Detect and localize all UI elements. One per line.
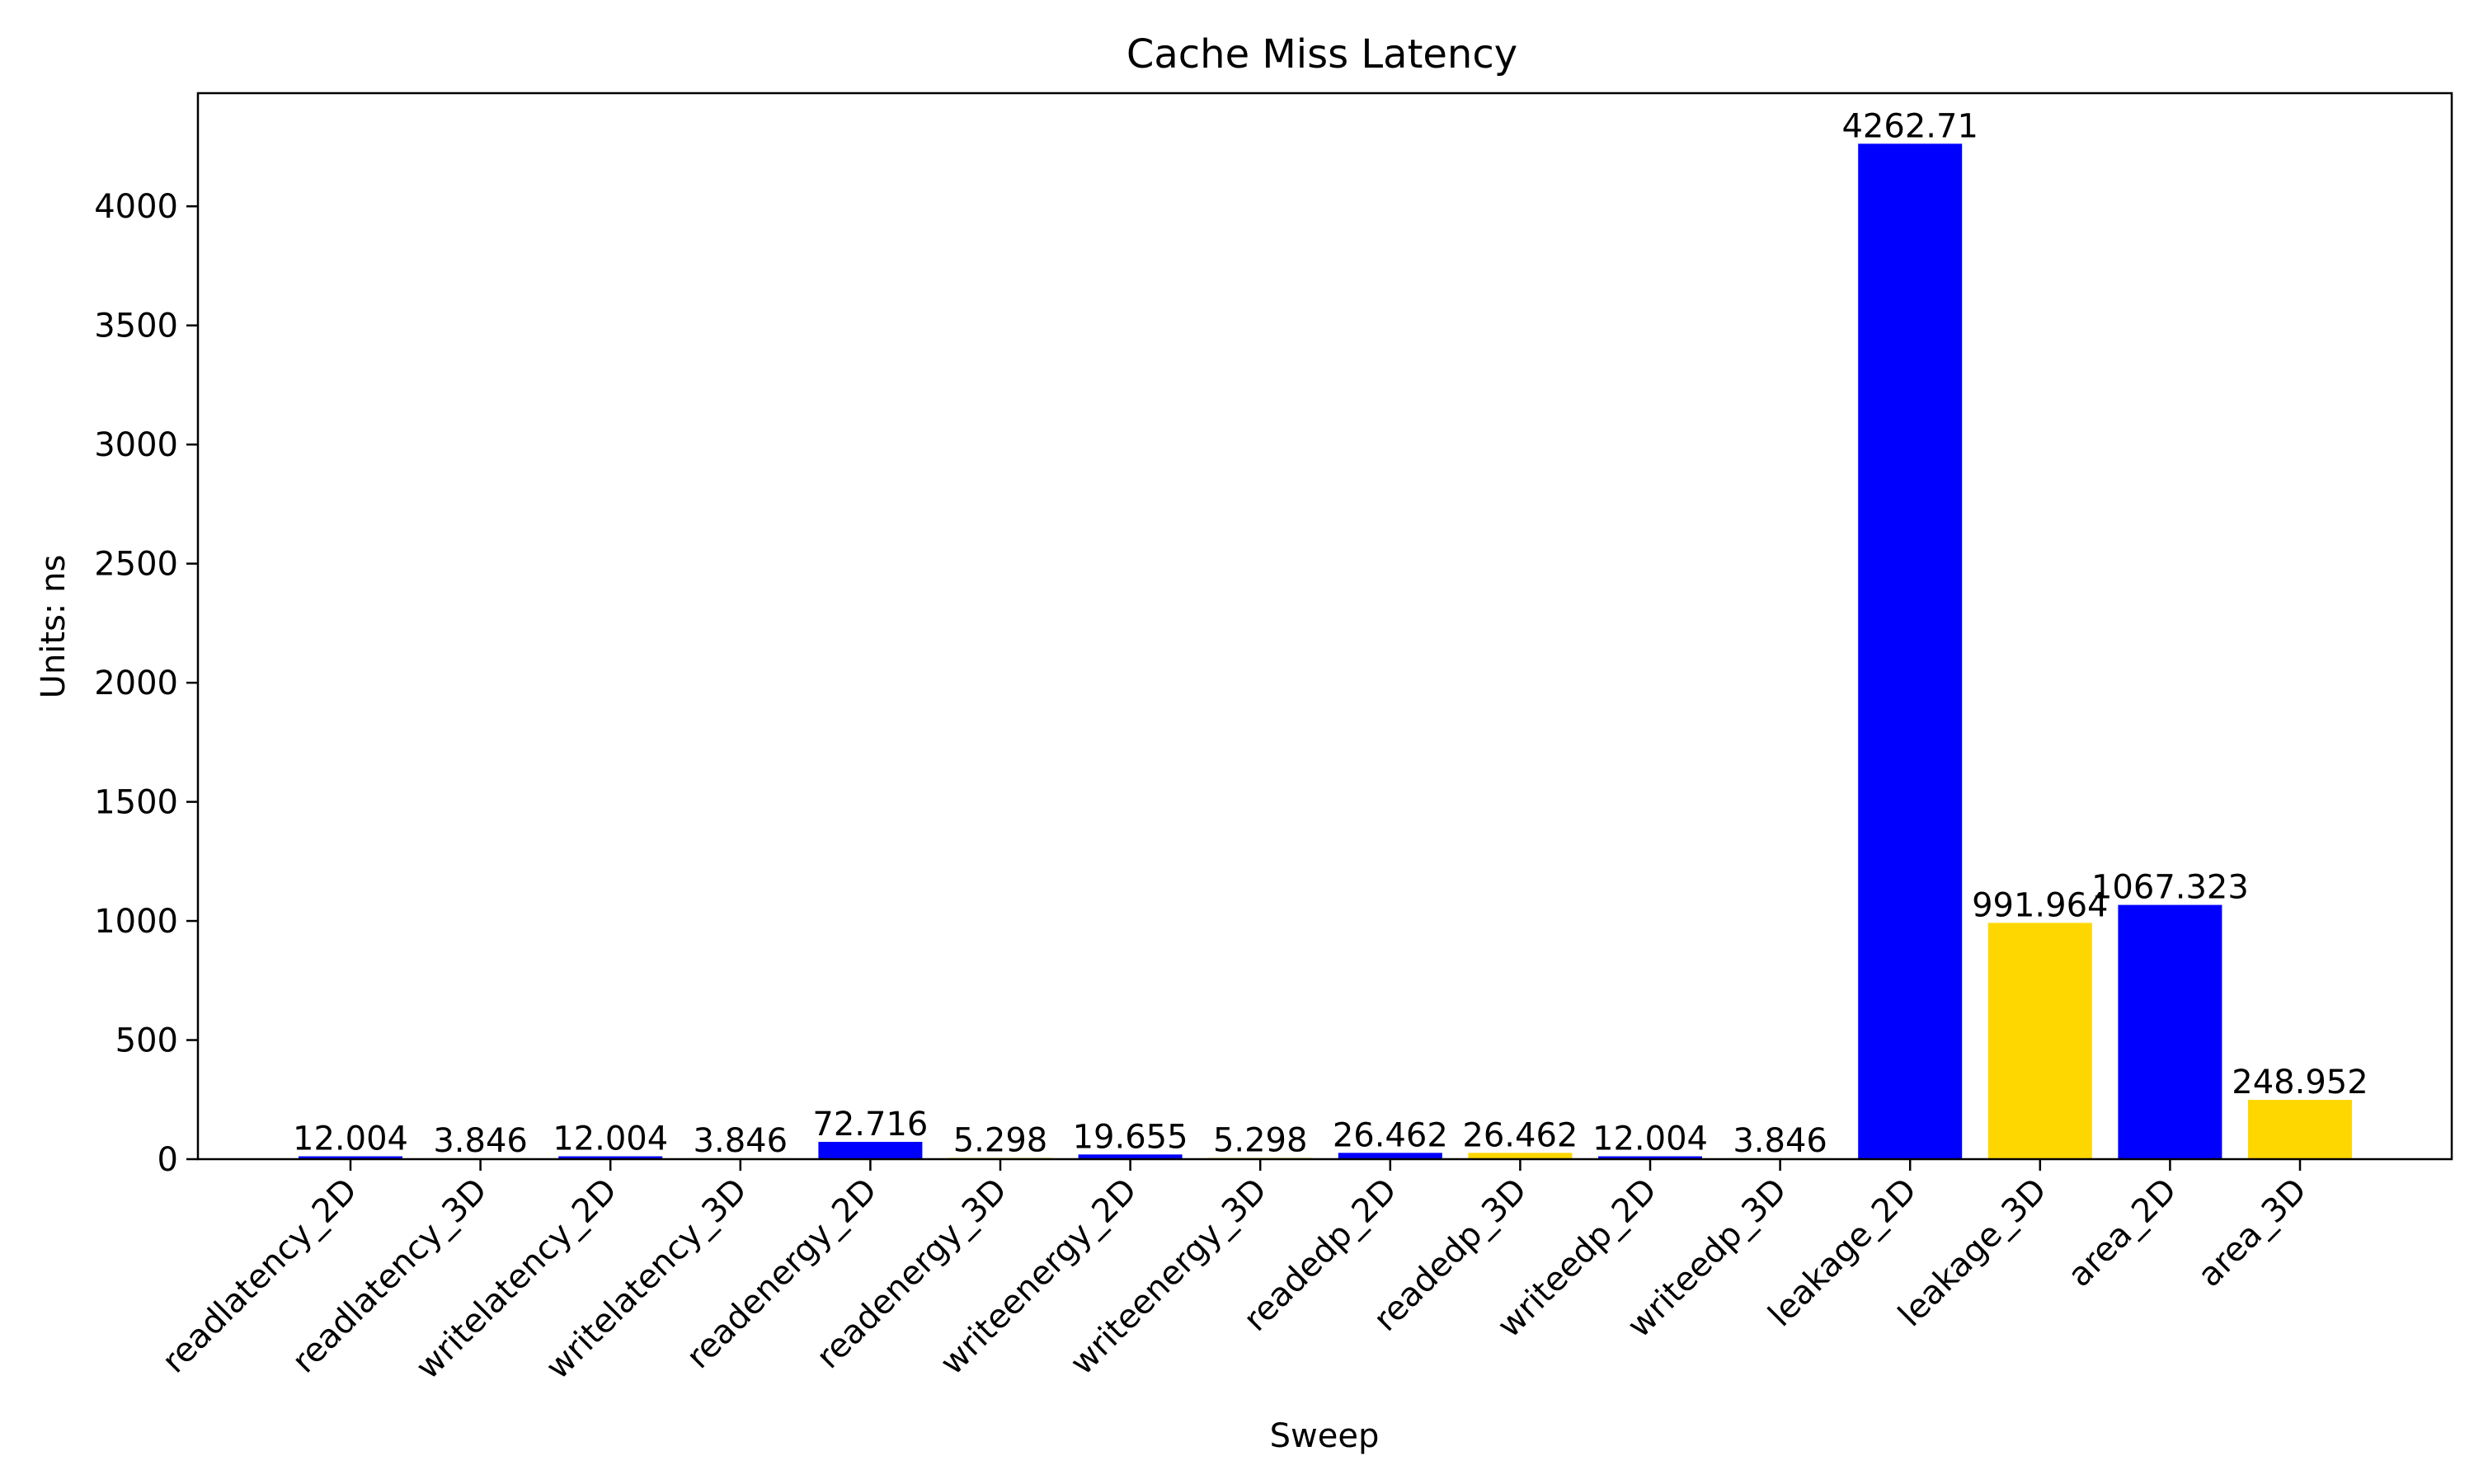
bar-writeedp_2D bbox=[1598, 1156, 1702, 1159]
bar-series bbox=[299, 143, 2352, 1160]
value-label-readenergy_3D: 5.298 bbox=[953, 1121, 1048, 1159]
bar-area_2D bbox=[2118, 904, 2222, 1159]
value-label-writelatency_2D: 12.004 bbox=[553, 1120, 668, 1158]
value-label-writeenergy_3D: 5.298 bbox=[1213, 1121, 1308, 1159]
y-tick-label-0: 0 bbox=[158, 1141, 178, 1179]
value-label-writeenergy_2D: 19.655 bbox=[1073, 1118, 1188, 1156]
bar-readedp_3D bbox=[1468, 1153, 1573, 1159]
value-label-readedp_2D: 26.462 bbox=[1333, 1116, 1448, 1154]
chart-title: Cache Miss Latency bbox=[1126, 31, 1517, 77]
value-label-writeedp_3D: 3.846 bbox=[1733, 1122, 1827, 1160]
bar-area_3D bbox=[2248, 1100, 2352, 1159]
value-label-writelatency_3D: 3.846 bbox=[694, 1122, 788, 1160]
y-tick-label-500: 500 bbox=[115, 1022, 178, 1060]
bar-readlatency_2D bbox=[299, 1156, 402, 1159]
value-label-readlatency_2D: 12.004 bbox=[293, 1120, 408, 1158]
y-tick-label-4000: 4000 bbox=[94, 188, 178, 226]
value-label-readedp_3D: 26.462 bbox=[1462, 1116, 1578, 1154]
value-label-writeedp_2D: 12.004 bbox=[1592, 1120, 1708, 1158]
bar-leakage_3D bbox=[1987, 923, 2092, 1159]
y-axis: 0 500 1000 1500 2000 2500 3000 3500 4000 bbox=[94, 188, 198, 1179]
value-label-leakage_3D: 991.964 bbox=[1972, 886, 2108, 924]
bar-writelatency_2D bbox=[558, 1156, 663, 1159]
bar-readedp_2D bbox=[1338, 1153, 1442, 1159]
bar-writeenergy_2D bbox=[1078, 1154, 1183, 1159]
y-tick-label-2500: 2500 bbox=[94, 546, 178, 584]
y-tick-label-1000: 1000 bbox=[94, 903, 178, 941]
y-tick-label-2000: 2000 bbox=[94, 665, 178, 702]
y-tick-label-1500: 1500 bbox=[94, 784, 178, 822]
y-tick-label-3000: 3000 bbox=[94, 426, 178, 464]
value-label-area_2D: 1067.323 bbox=[2091, 869, 2249, 907]
value-label-readenergy_2D: 72.716 bbox=[812, 1106, 928, 1144]
bar-readenergy_2D bbox=[818, 1141, 923, 1159]
value-label-leakage_2D: 4262.71 bbox=[1841, 107, 1978, 145]
y-tick-label-3500: 3500 bbox=[94, 308, 178, 345]
y-axis-label: Units: ns bbox=[35, 555, 73, 699]
value-label-readlatency_3D: 3.846 bbox=[433, 1122, 528, 1160]
x-axis-label: Sweep bbox=[1270, 1417, 1380, 1455]
plot-frame bbox=[196, 92, 2453, 1161]
value-labels: 12.004 3.846 12.004 3.846 72.716 5.298 19.655 5… bbox=[293, 107, 2368, 1160]
bar-leakage_2D bbox=[1858, 143, 1963, 1160]
value-label-area_3D: 248.952 bbox=[2232, 1064, 2368, 1101]
